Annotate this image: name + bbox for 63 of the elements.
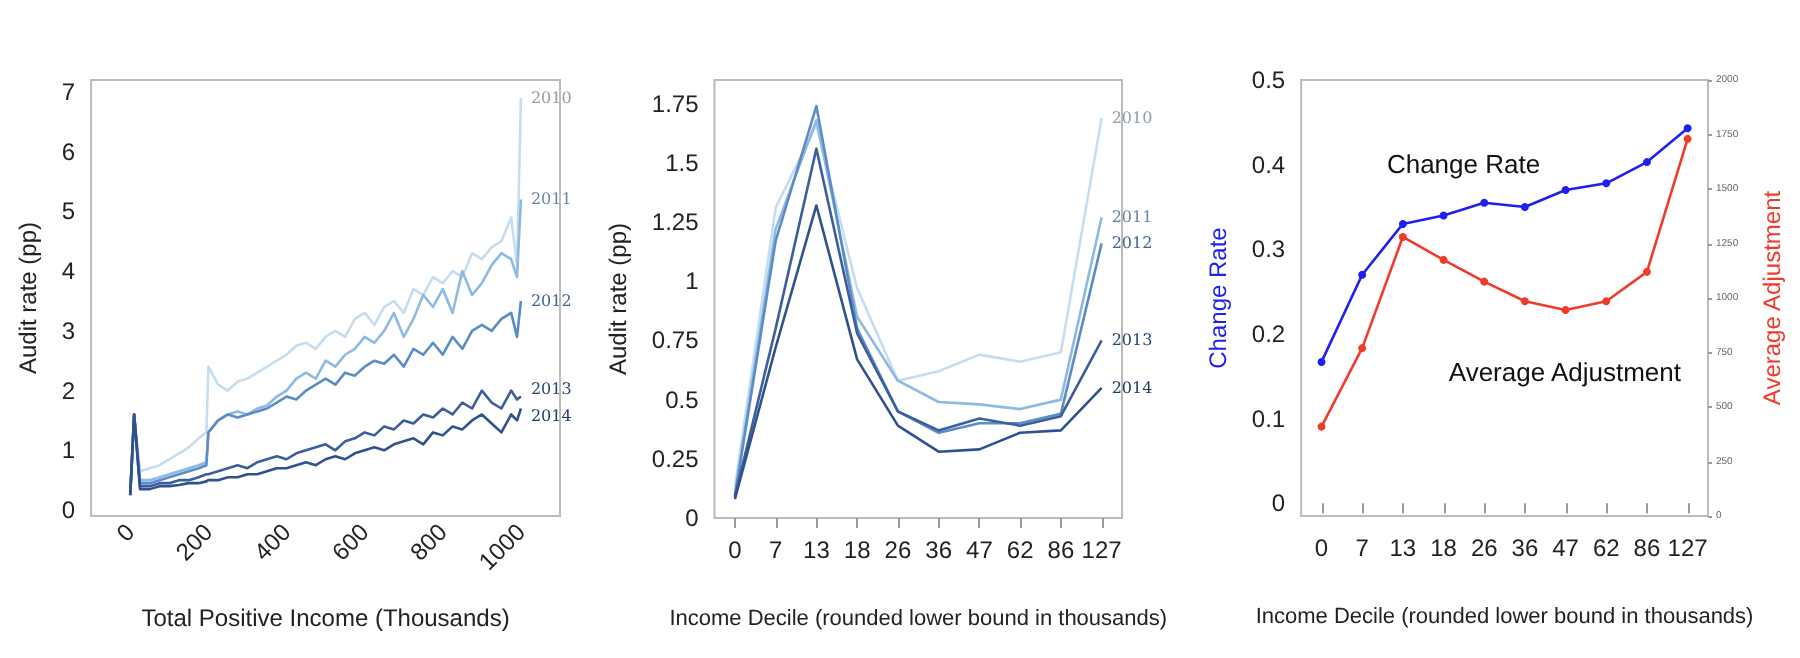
x-tick-label: 26 — [884, 536, 912, 564]
series-label: 2011 — [1111, 208, 1153, 227]
x-tick-label: 7 — [1355, 534, 1370, 562]
y-tick-label: 0.25 — [651, 444, 700, 473]
x-tick-label: 600 — [326, 517, 376, 567]
y-tick-label: 4 — [61, 257, 76, 286]
y-tick-label: 0.4 — [1251, 150, 1286, 179]
x-axis-title: Income Decile (rounded lower bound in thousands) — [669, 607, 1168, 631]
y-axis-title: Change Rate — [1204, 226, 1232, 369]
y-axis-title: Audit rate (pp) — [14, 221, 42, 375]
series-label: 2013 — [1111, 331, 1153, 350]
series-label: 2011 — [530, 190, 572, 209]
y-tick-label: 1 — [61, 436, 76, 465]
y-tick-label: 0.5 — [1251, 66, 1286, 94]
x-axis-title: Income Decile (rounded lower bound in thousands) — [1255, 605, 1754, 629]
series-label: 2014 — [1111, 378, 1153, 397]
series-label: 2014 — [530, 407, 572, 426]
x-tick-label: 200 — [170, 517, 219, 567]
y-axis-title: Audit rate (pp) — [604, 222, 632, 376]
x-tick-label: 86 — [1633, 534, 1661, 562]
x-tick-label: 18 — [843, 536, 872, 564]
x-tick-label: 62 — [1006, 536, 1035, 564]
y-tick-label: 5 — [61, 197, 76, 226]
x-tick-label: 127 — [1081, 536, 1123, 564]
y-tick-label: 6 — [61, 137, 76, 166]
series-label: 2012 — [530, 291, 572, 310]
y-tick-label: 1.5 — [665, 148, 700, 177]
x-tick-label: 127 — [1667, 534, 1709, 562]
x-axis-title: Total Positive Income (Thousands) — [141, 604, 510, 632]
x-tick-label: 0 — [110, 517, 141, 548]
y-tick-label: 0.2 — [1251, 319, 1286, 348]
x-tick-label: 18 — [1430, 534, 1458, 562]
x-tick-label: 86 — [1047, 536, 1075, 564]
y-tick-label: 2 — [61, 376, 76, 405]
y-tick-label: 0 — [61, 496, 76, 525]
y-tick-label: 3 — [61, 316, 76, 345]
x-tick-label: 47 — [1552, 534, 1580, 562]
y-tick-label: 0.3 — [1251, 235, 1286, 264]
y-tick-label: 0.75 — [651, 326, 700, 355]
y-tick-label: 1.25 — [651, 208, 700, 237]
x-tick-label: 36 — [925, 536, 953, 564]
y-tick-label: 0.5 — [665, 385, 700, 414]
y-tick-label: 1.75 — [651, 89, 700, 118]
series-label: 2013 — [530, 379, 572, 398]
x-tick-label: 36 — [1511, 534, 1539, 562]
x-tick-label: 26 — [1470, 534, 1499, 562]
y2-axis-title: Average Adjustment — [1758, 189, 1786, 406]
x-tick-label: 800 — [404, 517, 454, 567]
x-tick-label: 400 — [248, 517, 297, 567]
x-tick-label: 13 — [803, 536, 831, 564]
x-tick-label: 62 — [1592, 534, 1621, 562]
series-label: 2012 — [1111, 234, 1153, 253]
text: Average Adjustment — [1448, 357, 1682, 388]
x-tick-label: 13 — [1389, 534, 1417, 562]
x-tick-label: 0 — [728, 536, 743, 564]
y-tick-label: 7 — [61, 77, 76, 106]
y-tick-label: 0.1 — [1251, 404, 1286, 433]
x-tick-label: 0 — [1314, 534, 1329, 562]
x-tick-label: 7 — [768, 536, 783, 564]
series-label: Change Rate — [1386, 149, 1541, 180]
x-tick-label: 47 — [966, 536, 994, 564]
y-tick-label: 0 — [1271, 489, 1286, 518]
y-tick-label: 1 — [685, 267, 700, 296]
